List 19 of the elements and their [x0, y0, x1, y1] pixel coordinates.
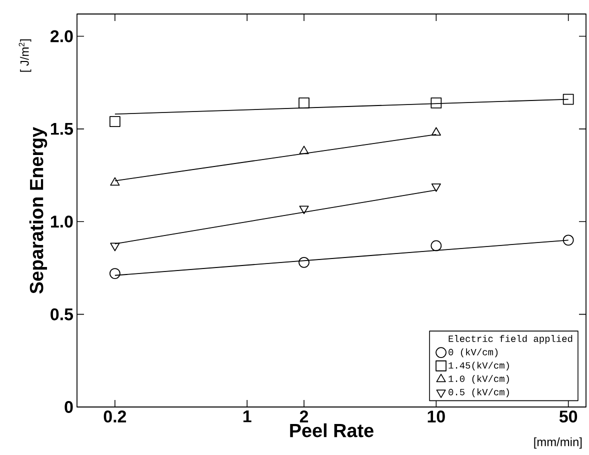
y-axis-title: Separation Energy — [29, 126, 48, 294]
y-tick-label: 0 — [64, 401, 73, 413]
x-tick-label: 10 — [428, 410, 445, 423]
x-tick-label: 0.2 — [104, 410, 126, 423]
text: [mm/min] — [534, 437, 582, 449]
x-tick-label: 1 — [243, 410, 252, 422]
x-tick-label: 2 — [300, 410, 308, 422]
text: [ J/m$^{2}$] — [18, 39, 32, 72]
legend-title: Electric field applied — [448, 335, 572, 344]
y-tick-label: 1.0 — [50, 216, 73, 228]
y-tick-label: 1.5 — [50, 123, 74, 135]
y-tick-label: 0.5 — [50, 308, 74, 320]
legend-label: 0.5 (kV/cm) — [448, 388, 509, 398]
legend-label: 0 (kV/cm) — [448, 348, 498, 358]
legend-label: 1.45(kV/cm) — [448, 362, 509, 371]
x-axis-title: Peel Rate — [290, 423, 374, 438]
y-tick-label: 2.0 — [50, 30, 73, 42]
legend-label: 1.0 (kV/cm) — [448, 375, 509, 384]
x-tick-label: 50 — [559, 410, 578, 423]
